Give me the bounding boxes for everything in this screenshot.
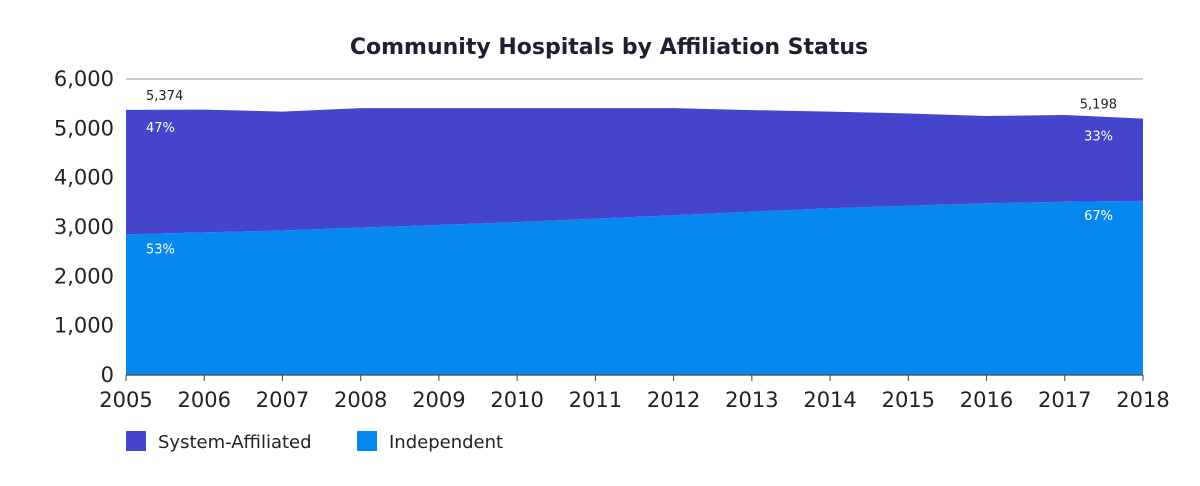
x-tick-label: 2005: [99, 388, 152, 412]
x-tick-label: 2018: [1116, 388, 1169, 412]
chart-title: Community Hospitals by Affiliation Statu…: [350, 35, 868, 60]
x-tick-label: 2011: [569, 388, 622, 412]
percent-label: 53%: [146, 242, 175, 257]
x-tick-label: 2016: [960, 388, 1013, 412]
legend-swatch: [126, 431, 146, 451]
x-tick-label: 2007: [256, 388, 309, 412]
x-tick-label: 2010: [490, 388, 543, 412]
y-tick-label: 2,000: [54, 264, 114, 288]
y-tick-label: 3,000: [54, 215, 114, 239]
x-tick-label: 2008: [334, 388, 387, 412]
percent-label: 67%: [1084, 209, 1113, 224]
area-layers: [126, 108, 1143, 375]
total-label: 5,374: [146, 89, 183, 104]
legend: System-Affiliated Independent: [126, 431, 503, 453]
y-tick-label: 6,000: [54, 67, 114, 91]
percent-label: 33%: [1084, 130, 1113, 145]
x-tick-label: 2012: [647, 388, 700, 412]
legend-label: Independent: [389, 432, 503, 453]
axes: 0 1,000 2,000 3,000 4,000 5,000 6,000 2005 2006 2…: [54, 67, 1170, 412]
total-label: 5,198: [1080, 98, 1117, 113]
x-tick-label: 2006: [178, 388, 231, 412]
area-series-independent: [126, 200, 1143, 375]
x-tick-label: 2009: [412, 388, 465, 412]
area-series-system-affiliated: [126, 108, 1143, 235]
y-tick-label: 1,000: [54, 314, 114, 338]
legend-swatch: [357, 431, 377, 451]
x-tick-label: 2015: [882, 388, 935, 412]
y-tick-label: 0: [101, 363, 114, 387]
y-tick-label: 5,000: [54, 116, 114, 140]
percent-label: 47%: [146, 121, 175, 136]
legend-label: System-Affiliated: [158, 432, 312, 453]
x-tick-label: 2014: [803, 388, 856, 412]
x-tick-label: 2013: [725, 388, 778, 412]
y-tick-label: 4,000: [54, 166, 114, 190]
annotations: 5,374 5,198 47% 53% 33% 67%: [146, 89, 1117, 258]
x-tick-label: 2017: [1038, 388, 1091, 412]
